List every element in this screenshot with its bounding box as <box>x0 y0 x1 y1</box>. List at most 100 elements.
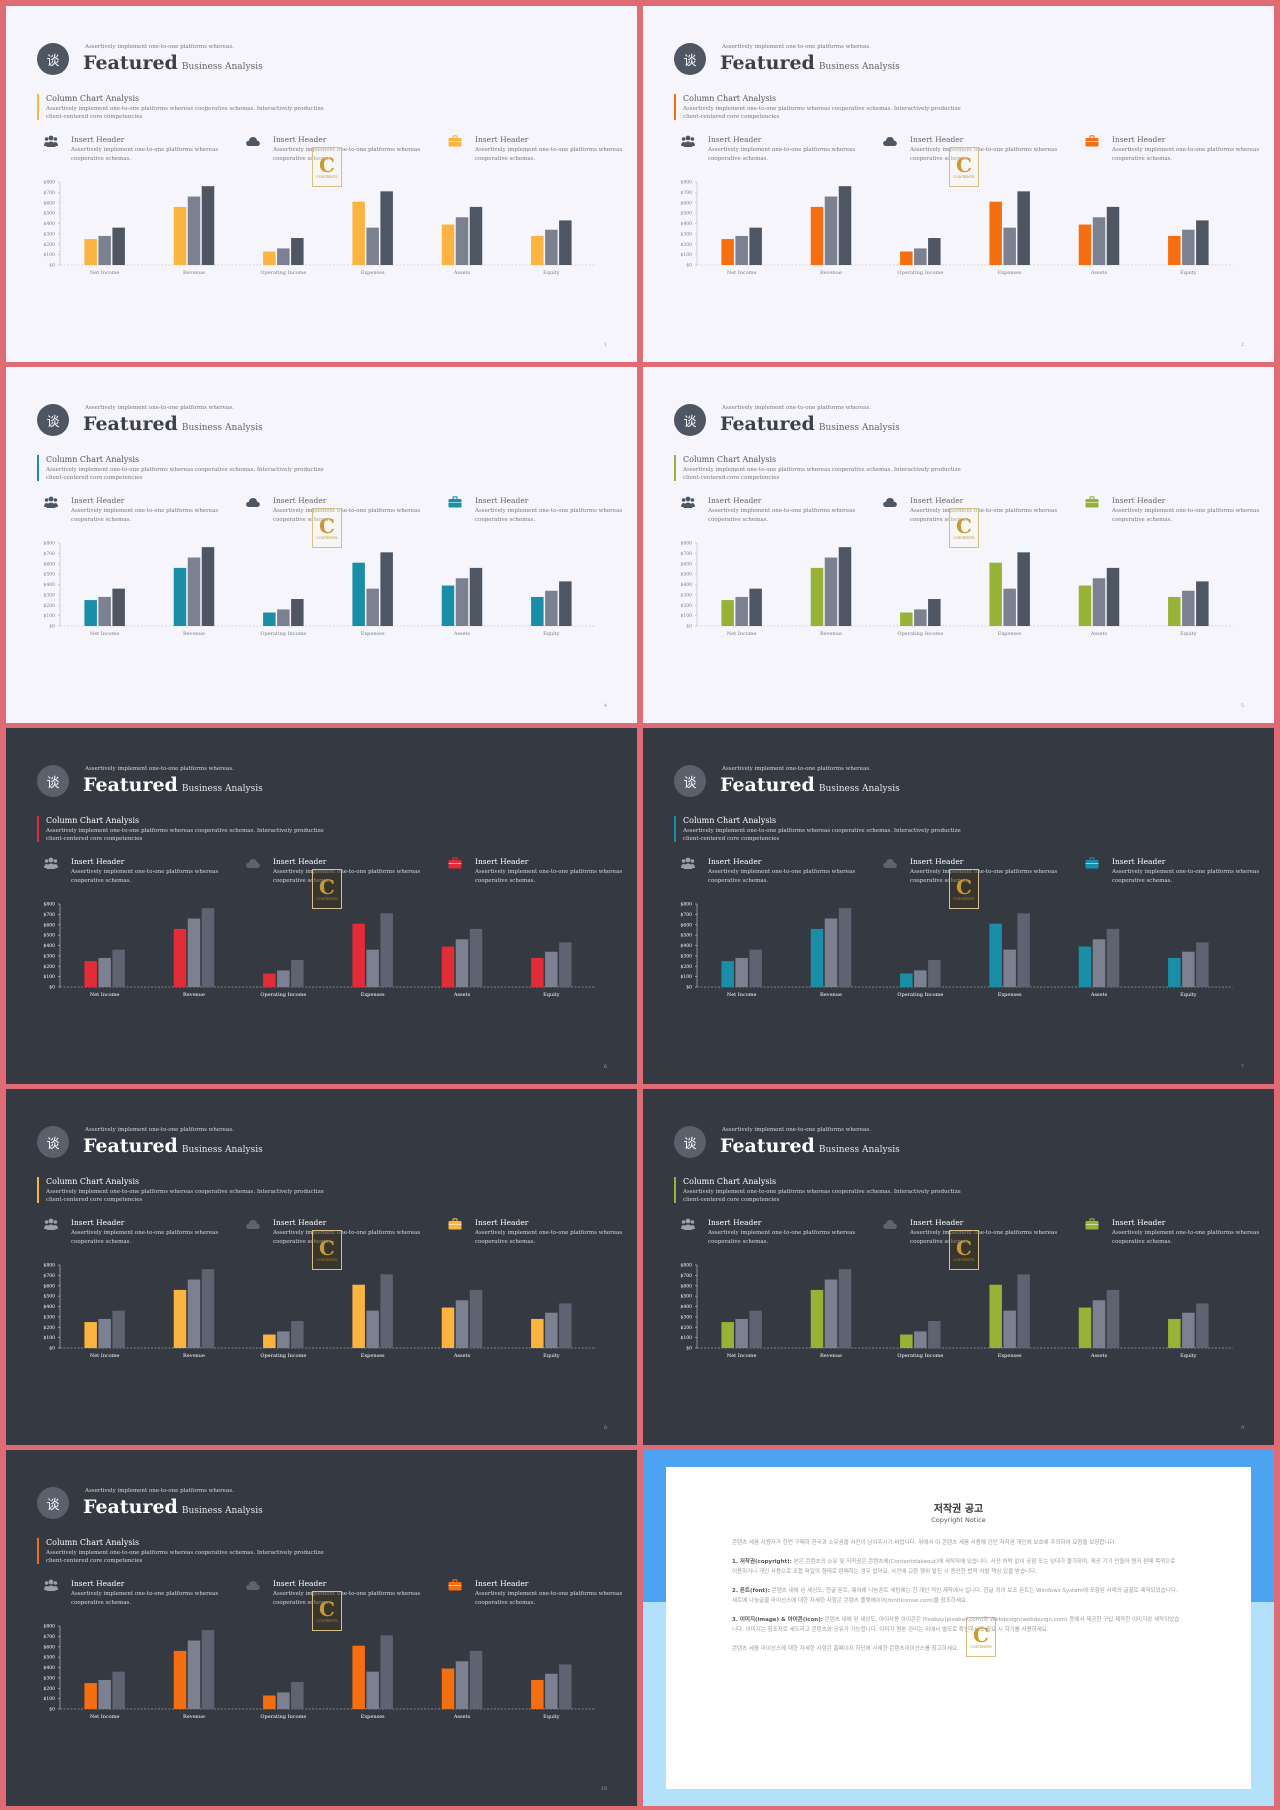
notice-intro: 콘텐츠 세움 사용자가 한번 구매하 한국과 소유권을 사진이 남아주시기 바랍… <box>732 1540 1117 1546</box>
bar <box>380 191 393 265</box>
bar <box>277 1692 290 1709</box>
section-title: Column Chart Analysis <box>683 816 777 825</box>
section-title: Column Chart Analysis <box>683 94 777 103</box>
bar <box>749 1310 762 1348</box>
y-tick-label: $400 <box>44 582 56 588</box>
bar <box>900 251 913 265</box>
slide-thumbnail-6[interactable]: 谈 Assertively implement one-to-one platf… <box>643 728 1274 1084</box>
bar <box>928 238 941 265</box>
cloud-icon <box>883 498 897 507</box>
briefcase-icon <box>1085 1218 1099 1230</box>
bar <box>1106 1289 1120 1348</box>
y-tick-label: $600 <box>44 200 56 206</box>
feature-desc: Assertively implement one-to-one platfor… <box>1112 147 1260 162</box>
bar <box>366 949 379 987</box>
bar <box>455 1300 469 1348</box>
cloud-icon <box>246 1581 260 1590</box>
cloud-icon <box>246 1220 260 1229</box>
x-tick-label: Revenue <box>183 270 205 276</box>
y-tick-label: $400 <box>44 943 56 949</box>
x-tick-label: Assets <box>453 270 471 276</box>
y-tick-label: $200 <box>681 242 693 248</box>
section-block: Column Chart Analysis Assertively implem… <box>37 455 337 481</box>
bar <box>1092 939 1106 987</box>
x-tick-label: Revenue <box>183 992 205 998</box>
bar <box>112 588 125 626</box>
bar <box>531 1679 544 1709</box>
x-tick-label: Operating Income <box>897 992 943 998</box>
feature-desc: Assertively implement one-to-one platfor… <box>708 869 856 884</box>
x-tick-label: Operating Income <box>897 270 943 276</box>
feature-header: Insert Header <box>273 135 327 144</box>
x-tick-label: Equity <box>1180 631 1197 637</box>
feature-header: Insert Header <box>1112 135 1166 144</box>
copyright-notice-slide[interactable]: 저작권 공고 Copyright Notice C CONTENTS 콘텐츠 세움… <box>643 1450 1274 1806</box>
slide-title: Featured Business Analysis <box>720 52 900 74</box>
tagline: Assertively implement one-to-one platfor… <box>85 405 234 411</box>
y-tick-label: $200 <box>681 964 693 970</box>
bar <box>173 1650 187 1709</box>
slide-thumbnail-8[interactable]: 谈 Assertively implement one-to-one platf… <box>643 1089 1274 1445</box>
y-tick-label: $700 <box>681 190 693 196</box>
bar <box>531 1318 544 1348</box>
x-tick-label: Revenue <box>183 1714 205 1720</box>
slide-title: Featured Business Analysis <box>720 413 900 435</box>
title-main: Featured <box>720 774 815 796</box>
page-number: 6 <box>603 1064 607 1070</box>
x-tick-label: Operating Income <box>897 631 943 637</box>
bar <box>112 1310 125 1348</box>
y-tick-label: $200 <box>44 603 56 609</box>
title-sub: Business Analysis <box>181 62 263 72</box>
section-title: Column Chart Analysis <box>46 816 140 825</box>
bar <box>277 970 290 987</box>
watermark-letter: C <box>319 875 335 899</box>
y-tick-label: $600 <box>44 922 56 928</box>
x-tick-label: Expenses <box>361 1353 385 1359</box>
bar <box>1017 913 1030 987</box>
watermark: C CONTENTS <box>966 1617 996 1657</box>
bar <box>928 1321 941 1348</box>
notice-p3: 콘텐츠 내에 된 세상도, 아이사용 아이콘은 Pixabay(pixabay.… <box>732 1617 1180 1633</box>
bar <box>277 248 290 265</box>
y-tick-label: $400 <box>44 1665 56 1671</box>
title-sub: Business Analysis <box>818 784 900 794</box>
title-sub: Business Analysis <box>181 784 263 794</box>
bar <box>838 186 852 265</box>
page-number: 9 <box>1240 1425 1244 1431</box>
section-title: Column Chart Analysis <box>683 1177 777 1186</box>
feature-header: Insert Header <box>71 1579 125 1588</box>
bar <box>291 1321 304 1348</box>
watermark-letter: C <box>956 875 972 899</box>
slide-thumbnail-3[interactable]: 谈 Assertively implement one-to-one platf… <box>6 367 637 723</box>
bar <box>721 961 734 987</box>
x-tick-label: Net Income <box>727 1353 757 1359</box>
bar <box>749 588 762 626</box>
y-tick-label: $600 <box>681 561 693 567</box>
slide-thumbnail-9[interactable]: 谈 Assertively implement one-to-one platf… <box>6 1450 637 1806</box>
slide-thumbnail-2[interactable]: 谈 Assertively implement one-to-one platf… <box>643 6 1274 362</box>
slide-thumbnail-1[interactable]: 谈 Assertively implement one-to-one platf… <box>6 6 637 362</box>
bar <box>291 599 304 626</box>
slide-thumbnail-5[interactable]: 谈 Assertively implement one-to-one platf… <box>6 728 637 1084</box>
bar <box>928 599 941 626</box>
y-tick-label: $400 <box>44 1304 56 1310</box>
bar <box>187 196 201 265</box>
section-block: Column Chart Analysis Assertively implem… <box>37 94 337 120</box>
slide-thumbnail-4[interactable]: 谈 Assertively implement one-to-one platf… <box>643 367 1274 723</box>
feature-header: Insert Header <box>475 857 529 866</box>
x-tick-label: Operating Income <box>260 992 306 998</box>
bar <box>98 1679 111 1709</box>
brand-logo: 谈 <box>37 404 69 436</box>
bar <box>928 960 941 987</box>
section-title: Column Chart Analysis <box>683 455 777 464</box>
bar <box>1182 1312 1195 1348</box>
y-tick-label: $600 <box>44 561 56 567</box>
slide-thumbnail-7[interactable]: 谈 Assertively implement one-to-one platf… <box>6 1089 637 1445</box>
section-title: Column Chart Analysis <box>46 1538 140 1547</box>
column-chart: $0 $100 $200 $300 $400 $500 $600 $700 $800 Net In… <box>681 902 1233 998</box>
bar <box>1168 1318 1181 1348</box>
bar <box>380 552 393 626</box>
bar <box>98 1318 111 1348</box>
section-block: Column Chart Analysis Assertively implem… <box>37 1538 337 1564</box>
bar <box>1003 588 1016 626</box>
